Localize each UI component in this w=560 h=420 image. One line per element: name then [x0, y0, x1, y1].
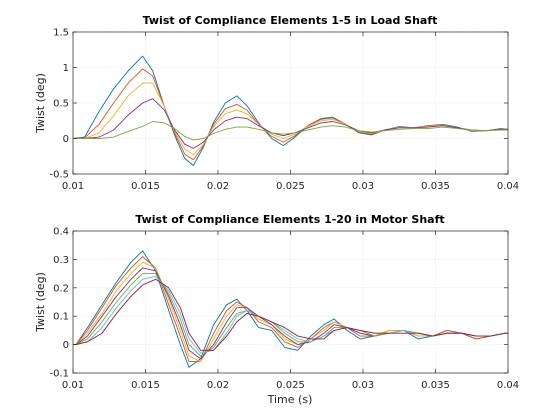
load-shaft-x-tick-label: 0.035 [421, 181, 450, 192]
load-shaft-y-tick-label: -0.5 [49, 170, 69, 181]
motor-shaft-y-tick-label: 0 [63, 340, 69, 351]
load-shaft-y-tick-label: 1 [63, 63, 69, 74]
motor-shaft-x-tick-label: 0.01 [62, 380, 84, 391]
motor-shaft-y-tick-labels: -0.1 0 0.1 0.2 0.3 0.4 [49, 227, 69, 380]
load-shaft-x-tick-labels: 0.01 0.015 0.02 0.025 0.03 0.035 0.04 [62, 181, 519, 192]
motor-shaft-series-line-2 [73, 256, 508, 363]
motor-shaft-x-tick-label: 0.035 [421, 380, 450, 391]
load-shaft-y-tick-label: 1.5 [53, 28, 69, 39]
load-shaft-series-line-2 [72, 68, 508, 161]
load-shaft-series-line-5 [73, 121, 508, 141]
motor-shaft-x-tick-labels: 0.01 0.015 0.02 0.025 0.03 0.035 0.04 [62, 380, 519, 391]
motor-shaft-series [73, 250, 508, 368]
motor-shaft-series-line-7 [73, 278, 508, 351]
motor-shaft-y-tick-label: -0.1 [49, 369, 69, 380]
motor-shaft-y-tick-label: 0.3 [53, 255, 69, 266]
motor-shaft-y-tick-label: 0.1 [53, 312, 69, 323]
motor-shaft-y-tick-label: 0.4 [53, 227, 69, 238]
motor-shaft-y-tick-label: 0.2 [53, 283, 69, 294]
motor-shaft-x-tick-label: 0.02 [207, 380, 229, 391]
load-shaft-title: Twist of Compliance Elements 1-5 in Load… [143, 14, 438, 27]
load-shaft-x-tick-label: 0.015 [131, 181, 160, 192]
motor-shaft-y-axis-label: Twist (deg) [34, 272, 47, 333]
motor-shaft-x-tick-label: 0.04 [497, 380, 519, 391]
load-shaft-axes: 0.01 0.015 0.02 0.025 0.03 0.035 0.04 -0.5 0 0.5… [34, 14, 519, 192]
load-shaft-y-tick-label: 0.5 [53, 99, 69, 110]
load-shaft-x-tick-label: 0.025 [276, 181, 305, 192]
motor-shaft-ticks [72, 230, 509, 374]
motor-shaft-x-tick-label: 0.015 [131, 380, 160, 391]
load-shaft-x-tick-label: 0.03 [352, 181, 374, 192]
load-shaft-x-tick-label: 0.04 [497, 181, 519, 192]
load-shaft-series-line-4 [73, 98, 508, 149]
motor-shaft-x-tick-label: 0.025 [276, 380, 305, 391]
motor-shaft-title: Twist of Compliance Elements 1-20 in Mot… [135, 213, 444, 226]
load-shaft-series-line-3 [73, 82, 508, 156]
motor-shaft-axes: 0.01 0.015 0.02 0.025 0.03 0.035 0.04 -0.1 0 0.1… [34, 213, 519, 406]
load-shaft-x-tick-label: 0.01 [62, 181, 84, 192]
load-shaft-x-tick-label: 0.02 [207, 181, 229, 192]
load-shaft-y-axis-label: Twist (deg) [34, 73, 47, 134]
motor-shaft-x-tick-label: 0.03 [352, 380, 374, 391]
load-shaft-y-tick-labels: -0.5 0 0.5 1 1.5 [49, 28, 69, 181]
load-shaft-series [72, 55, 509, 166]
load-shaft-ticks [72, 31, 509, 175]
motor-shaft-x-axis-label: Time (s) [267, 393, 313, 406]
load-shaft-y-tick-label: 0 [63, 134, 69, 145]
